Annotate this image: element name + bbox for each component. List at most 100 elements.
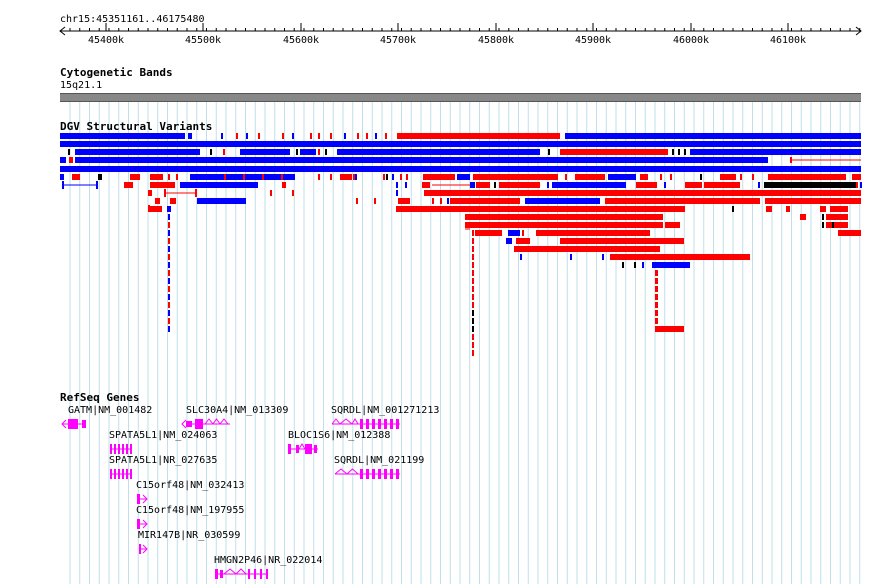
dgv-variant[interactable] xyxy=(764,182,856,188)
dgv-variant[interactable] xyxy=(720,174,736,180)
gene-label-sqrdl-2[interactable]: SQRDL|NM_021199 xyxy=(334,455,425,466)
dgv-variant[interactable] xyxy=(470,182,475,188)
cytoband-bar[interactable] xyxy=(60,93,861,102)
dgv-variant[interactable] xyxy=(672,149,674,155)
dgv-variant[interactable] xyxy=(605,198,760,204)
dgv-variant[interactable] xyxy=(665,222,680,228)
dgv-variant[interactable] xyxy=(148,205,150,212)
dgv-variant[interactable] xyxy=(398,198,410,204)
dgv-variant[interactable] xyxy=(355,174,357,180)
dgv-variant[interactable] xyxy=(318,133,320,139)
dgv-variant[interactable] xyxy=(383,174,385,180)
coordinate-ruler[interactable]: 45400k 45500k 45600k 45700k 45800k 45900k 4600… xyxy=(0,0,890,60)
dgv-variant[interactable] xyxy=(732,206,734,212)
dgv-variant[interactable] xyxy=(423,174,455,180)
dgv-variant[interactable] xyxy=(472,350,474,356)
dgv-variant[interactable] xyxy=(168,302,170,308)
dgv-variant[interactable] xyxy=(223,149,225,155)
dgv-variant[interactable] xyxy=(60,166,861,172)
dgv-variant[interactable] xyxy=(150,174,163,180)
dgv-variant[interactable] xyxy=(655,278,658,284)
gene-exon[interactable] xyxy=(396,419,399,429)
dgv-variant[interactable] xyxy=(168,294,170,300)
dgv-variant[interactable] xyxy=(660,174,662,180)
dgv-variant[interactable] xyxy=(472,254,474,260)
gene-exon[interactable] xyxy=(195,419,203,429)
dgv-variant[interactable] xyxy=(536,230,650,236)
dgv-variant[interactable] xyxy=(168,214,170,220)
dgv-variant[interactable] xyxy=(472,326,474,332)
dgv-variant[interactable] xyxy=(385,133,387,139)
gene-label-bloc1s6[interactable]: BLOC1S6|NM_012388 xyxy=(288,430,391,441)
dgv-variant[interactable] xyxy=(292,190,294,196)
dgv-variant[interactable] xyxy=(375,133,377,139)
dgv-variant[interactable] xyxy=(472,334,474,340)
dgv-variant[interactable] xyxy=(424,190,861,196)
dgv-variant[interactable] xyxy=(96,181,98,189)
gene-exon[interactable] xyxy=(248,569,250,579)
dgv-variant[interactable] xyxy=(634,262,636,268)
dgv-variant[interactable] xyxy=(357,133,359,139)
dgv-variant[interactable] xyxy=(547,182,549,188)
dgv-variant[interactable] xyxy=(72,174,80,180)
dgv-variant[interactable] xyxy=(472,318,474,324)
dgv-variant[interactable] xyxy=(344,133,346,139)
dgv-variant[interactable] xyxy=(758,182,760,188)
dgv-variant[interactable] xyxy=(168,230,170,236)
dgv-variant[interactable] xyxy=(506,238,512,244)
dgv-variant[interactable] xyxy=(310,133,312,139)
dgv-variant[interactable] xyxy=(690,149,861,155)
dgv-variant[interactable] xyxy=(655,302,658,308)
gene-exon[interactable] xyxy=(305,444,312,454)
dgv-variant[interactable] xyxy=(565,133,861,139)
gene-exon[interactable] xyxy=(254,569,256,579)
gene-exon[interactable] xyxy=(378,469,381,479)
dgv-variant[interactable] xyxy=(768,174,846,180)
gene-label-mir147b[interactable]: MIR147B|NR_030599 xyxy=(138,530,241,541)
dgv-variant[interactable] xyxy=(752,174,754,180)
dgv-variant[interactable] xyxy=(525,198,600,204)
gene-exon[interactable] xyxy=(396,469,399,479)
dgv-variant[interactable] xyxy=(476,182,490,188)
dgv-variant[interactable] xyxy=(318,174,320,180)
dgv-variant[interactable] xyxy=(636,182,642,188)
gene-exon[interactable] xyxy=(110,444,112,454)
dgv-variant[interactable] xyxy=(499,182,540,188)
dgv-variant[interactable] xyxy=(655,286,658,292)
gene-exon[interactable] xyxy=(372,419,375,429)
dgv-variant[interactable] xyxy=(565,174,567,180)
dgv-variant[interactable] xyxy=(790,157,792,163)
dgv-variant[interactable] xyxy=(472,262,474,268)
dgv-variant[interactable] xyxy=(124,182,133,188)
dgv-variant[interactable] xyxy=(820,206,826,212)
dgv-variant[interactable] xyxy=(258,133,260,139)
dgv-variant[interactable] xyxy=(60,141,861,147)
dgv-variant[interactable] xyxy=(678,149,680,155)
dgv-variant[interactable] xyxy=(465,214,663,220)
dgv-variant[interactable] xyxy=(75,149,200,155)
dgv-variant[interactable] xyxy=(130,174,140,180)
dgv-variant[interactable] xyxy=(520,254,522,260)
gene-exon[interactable] xyxy=(126,469,128,479)
gene-exon[interactable] xyxy=(372,469,375,479)
dgv-variant[interactable] xyxy=(664,182,666,188)
dgv-variant[interactable] xyxy=(765,198,861,204)
dgv-variant[interactable] xyxy=(700,174,702,180)
gene-label-spata5l1-2[interactable]: SPATA5L1|NR_027635 xyxy=(109,455,218,466)
gene-exon[interactable] xyxy=(186,421,192,427)
dgv-variant[interactable] xyxy=(548,149,550,155)
dgv-variant[interactable] xyxy=(640,174,648,180)
dgv-variant[interactable] xyxy=(552,182,626,188)
dgv-variant[interactable] xyxy=(473,174,558,180)
gene-label-c15orf48-1[interactable]: C15orf48|NM_032413 xyxy=(136,480,245,491)
dgv-variant[interactable] xyxy=(155,198,160,204)
dgv-variant[interactable] xyxy=(406,174,408,180)
dgv-variant[interactable] xyxy=(164,189,166,197)
gene-exon[interactable] xyxy=(68,419,78,429)
gene-exon[interactable] xyxy=(260,569,262,579)
gene-exon[interactable] xyxy=(384,419,387,429)
dgv-variant[interactable] xyxy=(150,206,162,212)
dgv-variant[interactable] xyxy=(472,278,474,284)
dgv-variant[interactable] xyxy=(560,149,668,155)
dgv-variant[interactable] xyxy=(396,206,685,212)
